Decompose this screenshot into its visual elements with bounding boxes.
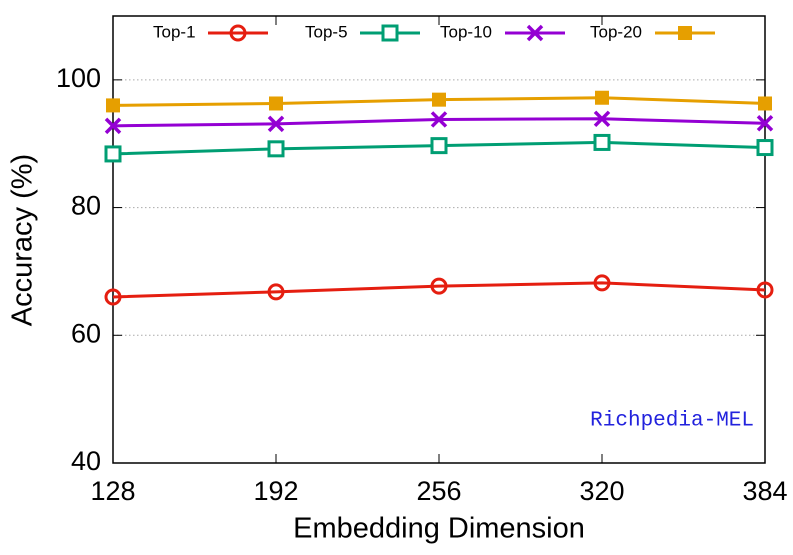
y-axis-title: Accuracy (%) <box>7 154 39 326</box>
point <box>593 274 611 292</box>
legend-marker <box>678 26 692 40</box>
y-tick-label: 40 <box>71 446 101 476</box>
x-tick-label: 384 <box>742 476 787 506</box>
legend-label: Top-5 <box>305 22 348 41</box>
point <box>104 288 122 306</box>
point <box>430 111 448 128</box>
point <box>758 96 772 111</box>
point <box>104 145 122 163</box>
plot-frame <box>112 15 766 464</box>
legend-marker <box>526 24 544 42</box>
legend-label: Top-20 <box>590 22 642 41</box>
legend-label: Top-10 <box>440 22 492 41</box>
point <box>267 115 285 133</box>
point <box>432 92 446 107</box>
x-tick-label: 256 <box>416 476 461 506</box>
y-tick-label: 100 <box>56 63 101 93</box>
x-tick-label: 320 <box>579 476 624 506</box>
annotation: Richpedia-MEL <box>590 410 754 433</box>
point <box>593 133 611 151</box>
point <box>106 98 120 113</box>
y-tick-label: 80 <box>71 191 101 221</box>
legend-label: Top-1 <box>153 22 196 41</box>
point <box>756 115 774 132</box>
point <box>593 110 611 128</box>
x-tick-label: 128 <box>90 476 135 506</box>
point <box>269 96 283 111</box>
series-line <box>112 281 766 299</box>
legend-marker <box>381 24 399 42</box>
point <box>430 277 448 295</box>
point <box>756 281 774 299</box>
point <box>595 90 609 105</box>
point <box>430 137 448 155</box>
point <box>104 117 122 135</box>
legend-marker <box>229 24 247 42</box>
y-tick-label: 60 <box>71 318 101 348</box>
x-axis-title: Embedding Dimension <box>293 513 585 545</box>
point <box>756 139 774 157</box>
point <box>267 283 285 301</box>
x-tick-label: 192 <box>253 476 298 506</box>
point <box>267 140 285 158</box>
